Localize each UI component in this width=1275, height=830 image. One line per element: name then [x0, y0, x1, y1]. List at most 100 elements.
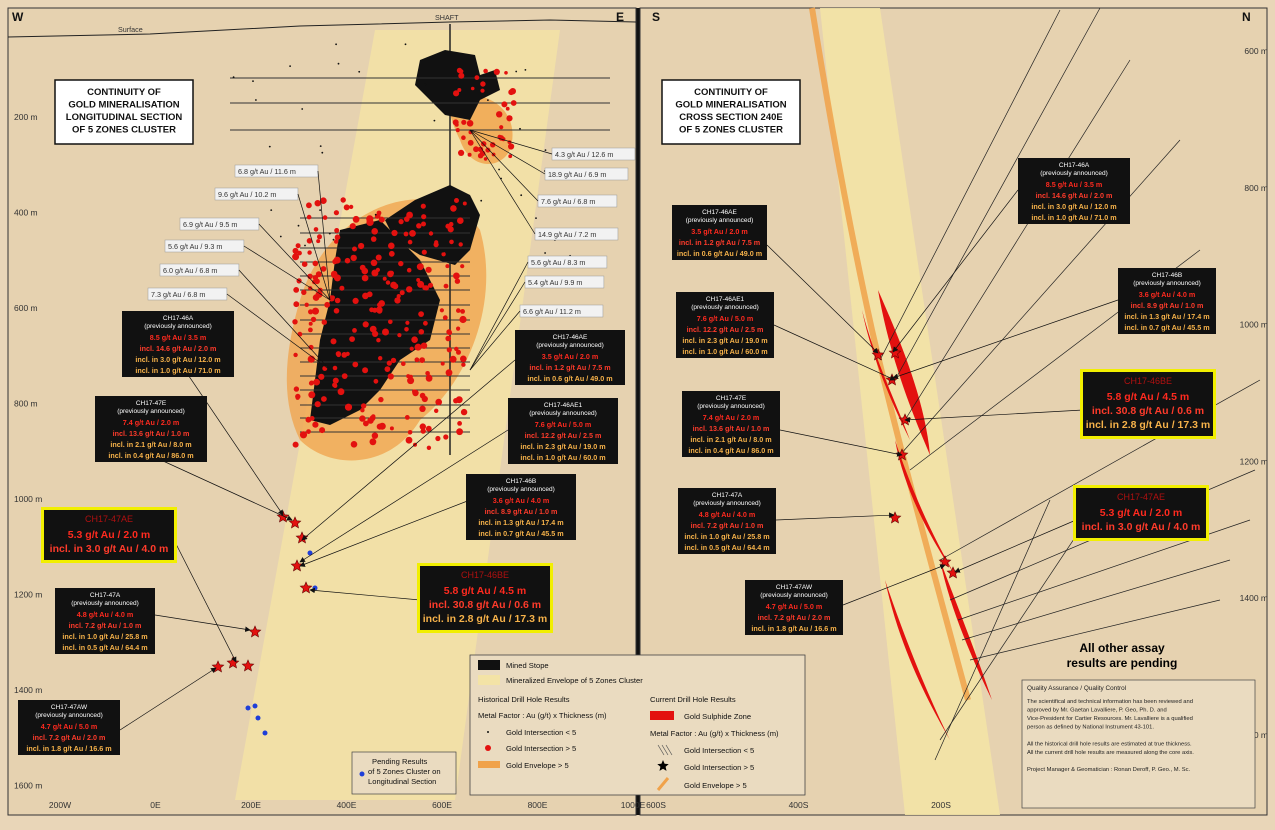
intersection-dot: [403, 231, 409, 237]
assay-label: 7.6 g/t Au / 6.8 m: [541, 197, 595, 206]
intersection-dot: [409, 230, 416, 237]
pending-dot: [307, 550, 313, 556]
legend-hatch: [657, 744, 673, 756]
gold-sulphide-zones: [862, 290, 992, 740]
intersection-dot: [390, 281, 397, 289]
intersection-dot: [309, 380, 315, 386]
drill-hole-value: incl. in 0.5 g/t Au / 64.4 m: [62, 643, 147, 652]
intersection-dot: [315, 290, 323, 298]
drill-hole-box: [55, 588, 155, 654]
drill-hole-value: 8.5 g/t Au / 3.5 m: [1046, 180, 1102, 189]
intersection-dot: [315, 271, 322, 278]
intersection-dot: [421, 395, 428, 403]
intersection-dot: [334, 239, 339, 244]
drill-hole-value: incl. 12.2 g/t Au / 2.5 m: [525, 431, 602, 440]
pending-dots: [245, 550, 318, 736]
intersection-dot: [394, 297, 401, 304]
intersection-dot: [388, 250, 395, 257]
intersection-dot: [397, 333, 402, 338]
depth-tick: 800 m: [1244, 183, 1268, 193]
minor-dot: [319, 209, 321, 212]
intersection-dot: [425, 374, 433, 382]
minor-dot: [255, 99, 257, 101]
intersection-dot: [301, 289, 307, 295]
legend-historical-title: Historical Drill Hole Results: [478, 695, 570, 704]
intersection-dot: [467, 152, 472, 157]
intersection-dot: [304, 302, 309, 307]
intersection-dot: [307, 250, 312, 255]
intersection-dot: [426, 445, 432, 450]
drill-hole-box: [1118, 268, 1216, 334]
minor-dot: [433, 119, 436, 122]
drill-hole-name: CH17-47A: [90, 592, 121, 599]
intersection-dot: [369, 325, 377, 333]
minor-dot: [358, 70, 361, 73]
intersection-dot: [389, 426, 394, 431]
intersection-dot: [447, 330, 453, 336]
new-hole-box: [44, 510, 174, 560]
drill-hole-name: CH17-46B: [1152, 272, 1182, 279]
drill-hole-value: incl. 14.6 g/t Au / 2.0 m: [140, 344, 217, 353]
intersection-dot: [418, 329, 425, 335]
pending-box: [351, 751, 457, 795]
intersection-dot: [422, 285, 428, 291]
intersection-dot: [314, 200, 321, 207]
intersection-dot: [419, 357, 425, 363]
drill-hole-name: CH17-46AE1: [706, 296, 745, 303]
intersection-dot: [389, 270, 394, 276]
depth-tick: 600 m: [14, 303, 38, 313]
intersection-dot: [398, 260, 404, 267]
drill-hole-value: incl. in 1.0 g/t Au / 25.8 m: [62, 632, 147, 641]
east-label: E: [616, 10, 624, 24]
drill-hole-box: [122, 311, 234, 377]
legend-small-dot: [487, 731, 489, 733]
intersection-dot: [293, 352, 298, 358]
intersection-dot: [508, 154, 513, 159]
intersection-dot: [456, 428, 463, 436]
leader-line: [317, 170, 331, 301]
intersection-dot: [423, 320, 428, 326]
intersection-dot: [420, 428, 426, 434]
intersection-dot: [497, 134, 502, 139]
intersection-dot: [416, 263, 424, 271]
intersection-dot: [483, 157, 488, 161]
drill-hole-value: incl. in 1.3 g/t Au / 17.4 m: [478, 518, 563, 527]
intersection-dot: [407, 430, 413, 435]
intersection-dot: [332, 377, 339, 384]
intersection-dot: [306, 202, 312, 209]
intersection-dot: [308, 344, 314, 350]
intersection-dot: [448, 221, 454, 227]
assay-label: 4.3 g/t Au / 12.6 m: [555, 150, 613, 159]
intersection-dot: [378, 300, 386, 307]
qa-line: person as defined by National Instrument…: [1027, 725, 1154, 731]
depth-tick: 1000 m: [14, 494, 42, 504]
drill-hole-value: 8.5 g/t Au / 3.5 m: [150, 333, 206, 342]
minor-dot: [515, 70, 518, 73]
cross-leader-lines: [766, 189, 1119, 606]
intersection-dot: [295, 243, 301, 249]
intersection-dot: [301, 261, 308, 268]
title-line: CONTINUITY OF: [694, 87, 768, 98]
intersection-dot: [456, 308, 461, 313]
drill-hole-note: (previously announced): [760, 592, 828, 599]
minor-dot: [232, 76, 235, 79]
drill-hole-value: incl. 13.6 g/t Au / 1.0 m: [113, 429, 190, 438]
assay-labels: 4.3 g/t Au / 12.6 m 18.9 g/t Au / 6.9 m 6.…: [147, 147, 636, 318]
new-hole-value: incl. 30.8 g/t Au / 0.6 m: [429, 599, 541, 611]
intersection-dot: [370, 259, 378, 267]
intersection-dot: [352, 215, 360, 223]
intersection-dot: [458, 72, 465, 79]
drill-hole-value: incl. in 0.7 g/t Au / 45.5 m: [478, 529, 563, 538]
intersection-dot: [455, 128, 460, 133]
drill-hole-value: incl. in 2.3 g/t Au / 19.0 m: [520, 442, 605, 451]
drill-hole-box: [682, 391, 780, 457]
intersection-dot: [308, 309, 314, 315]
new-hole-value: 5.8 g/t Au / 4.5 m: [444, 585, 526, 597]
minor-dot: [328, 232, 331, 235]
depth-tick: 800 m: [14, 399, 38, 409]
intersection-dot: [360, 403, 367, 409]
intersection-dot: [322, 366, 328, 371]
intersection-dot: [417, 280, 425, 288]
intersection-dot: [350, 441, 358, 448]
